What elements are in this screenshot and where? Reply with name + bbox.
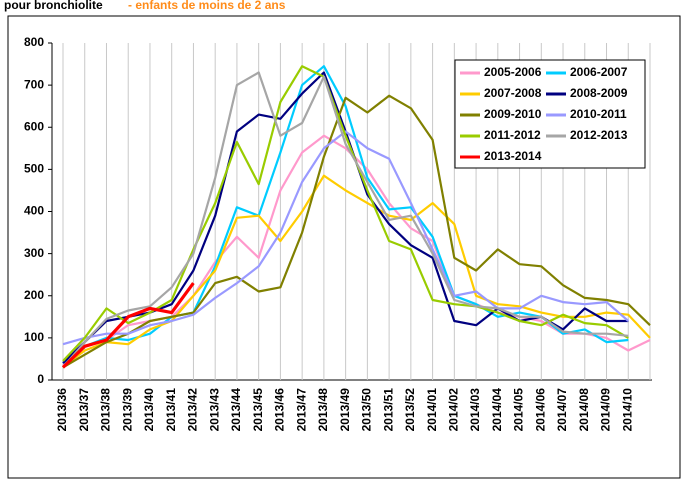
x-tick-label: 2014/07 [555, 388, 569, 432]
x-tick-label: 2013/49 [338, 388, 352, 432]
chart-frame [7, 15, 681, 479]
x-tick-label: 2013/47 [294, 388, 308, 432]
x-tick-label: 2013/39 [120, 388, 134, 432]
y-tick-label: 200 [24, 288, 44, 302]
x-tick-label: 2013/40 [142, 388, 156, 432]
x-tick-label: 2013/51 [381, 388, 395, 432]
y-tick-label: 300 [24, 246, 44, 260]
series-line [61, 282, 195, 369]
x-tick-label: 2014/10 [620, 388, 634, 432]
x-tick-label: 2013/50 [360, 388, 374, 432]
x-tick-label: 2013/42 [186, 388, 200, 432]
x-tick-label: 2013/48 [316, 388, 330, 432]
legend-label: 2010-2011 [570, 107, 627, 121]
x-tick-label: 2013/44 [229, 388, 243, 432]
series-line [62, 94, 651, 369]
series-line [62, 71, 629, 369]
legend-label: 2009-2010 [484, 107, 542, 121]
y-tick-label: 500 [24, 162, 44, 176]
legend-label: 2005-2006 [484, 65, 542, 79]
chart-subtitle: - enfants de moins de 2 ans [128, 0, 286, 12]
x-tick-label: 2014/02 [447, 388, 461, 432]
legend-label: 2012-2013 [570, 128, 628, 142]
x-tick-label: 2013/45 [251, 388, 265, 432]
y-tick-label: 100 [24, 330, 44, 344]
x-tick-label: 2014/04 [490, 388, 504, 432]
series-line [62, 65, 629, 364]
legend-label: 2011-2012 [484, 128, 541, 142]
x-tick-label: 2013/43 [207, 388, 221, 432]
x-tick-label: 2014/03 [468, 388, 482, 432]
x-tick-label: 2014/01 [425, 388, 439, 432]
legend-label: 2013-2014 [484, 149, 542, 163]
y-tick-label: 800 [24, 35, 44, 49]
x-tick-label: 2013/52 [403, 388, 417, 432]
x-tick-label: 2013/36 [55, 388, 69, 432]
x-tick-label: 2014/08 [577, 388, 591, 432]
y-tick-label: 600 [24, 119, 44, 133]
x-tick-label: 2013/41 [164, 388, 178, 432]
series-line [62, 130, 630, 346]
y-tick-label: 0 [37, 372, 44, 386]
y-tick-label: 400 [24, 204, 44, 218]
x-tick-label: 2014/06 [533, 388, 547, 432]
x-tick-label: 2013/46 [273, 388, 287, 432]
series-line [62, 174, 651, 369]
x-tick-label: 2013/38 [99, 388, 113, 432]
x-tick-label: 2014/09 [599, 388, 613, 432]
legend-label: 2006-2007 [570, 65, 628, 79]
x-tick-label: 2013/37 [77, 388, 91, 432]
legend-label: 2007-2008 [484, 86, 542, 100]
chart-title: pour bronchiolite [4, 0, 103, 12]
legend-label: 2008-2009 [570, 86, 628, 100]
y-tick-label: 700 [24, 77, 44, 91]
x-tick-label: 2014/05 [512, 388, 526, 432]
